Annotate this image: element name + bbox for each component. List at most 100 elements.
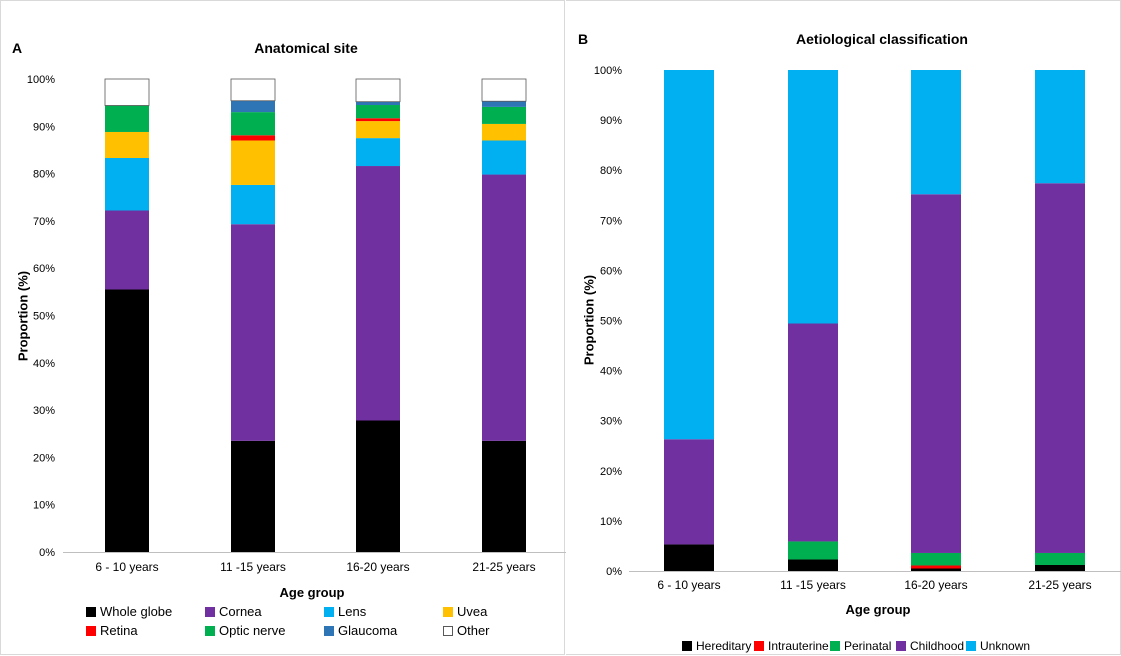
- bar-segment: [355, 78, 401, 103]
- bar-segment: [911, 568, 961, 571]
- legend-swatch: [86, 606, 96, 617]
- bar-segment: [1035, 564, 1085, 571]
- bar-segment: [356, 118, 400, 122]
- chart-panel-b: B Aetiological classification Proportion…: [566, 0, 1121, 655]
- x-tick-label: 11 -15 years: [220, 560, 286, 574]
- bar-segment: [105, 131, 149, 158]
- panel-letter-b: B: [578, 31, 589, 47]
- bar-segment: [356, 420, 400, 552]
- y-tick-label: 40%: [33, 358, 55, 370]
- y-tick-label: 60%: [33, 263, 55, 275]
- legend-label: Childhood: [910, 639, 965, 653]
- bar-segment: [911, 552, 961, 566]
- y-tick-label: 90%: [600, 115, 622, 127]
- x-tick-label: 6 - 10 years: [657, 578, 720, 592]
- legend-label: Optic nerve: [219, 623, 286, 638]
- legend-item: Other: [443, 623, 490, 638]
- legend-label: Hereditary: [696, 639, 752, 653]
- bar-segment: [788, 323, 838, 542]
- legend-item: Glaucoma: [324, 623, 397, 638]
- legend-item: Perinatal: [830, 639, 891, 653]
- chart-plot-a: 0% 10% 20% 30% 40% 50% 60% 70% 80% 90% 100% 6 - 10 …: [27, 74, 566, 574]
- legend-item: Unknown: [966, 639, 1030, 653]
- legend-swatch: [205, 606, 215, 617]
- legend-swatch: [966, 641, 976, 651]
- y-tick-label: 20%: [600, 466, 622, 478]
- bar-segment: [104, 78, 150, 106]
- bar-segment: [105, 289, 149, 552]
- legend-item: Optic nerve: [205, 623, 285, 638]
- legend-label: Glaucoma: [338, 623, 398, 638]
- y-tick-label: 80%: [33, 169, 55, 181]
- bar-segment: [1035, 183, 1085, 553]
- x-tick-label: 16-20 years: [904, 578, 967, 592]
- bar-segment: [788, 541, 838, 560]
- y-tick-label: 50%: [600, 316, 622, 328]
- bar-segment: [356, 121, 400, 139]
- bar-segment: [788, 70, 838, 324]
- bar-segment: [231, 100, 275, 113]
- bar-segment: [356, 166, 400, 421]
- y-tick-label: 100%: [27, 74, 55, 86]
- bar-segment: [481, 78, 527, 102]
- bar-segment: [230, 78, 276, 102]
- bar-segment: [664, 439, 714, 545]
- bar-segment: [231, 184, 275, 225]
- x-tick-label: 6 - 10 years: [95, 560, 158, 574]
- legend-swatch: [754, 641, 764, 651]
- legend-swatch: [443, 625, 453, 636]
- bar-segment: [911, 565, 961, 569]
- bar-segment: [231, 135, 275, 141]
- legend-label: Cornea: [219, 604, 262, 619]
- legend-item: Retina: [86, 623, 138, 638]
- bar-segment: [482, 174, 526, 441]
- bar-segment: [911, 194, 961, 553]
- y-tick-label: 30%: [33, 405, 55, 417]
- legend-item: Childhood: [896, 639, 964, 653]
- legend-item: Intrauterine: [754, 639, 829, 653]
- chart-panel-a: A Anatomical site Proportion (%) Age gro…: [0, 0, 566, 655]
- y-tick-label: 70%: [600, 215, 622, 227]
- legend-label: Uvea: [457, 604, 488, 619]
- x-axis-label-b: Age group: [845, 602, 911, 617]
- legend-swatch: [324, 606, 334, 617]
- bar-segment: [105, 105, 149, 132]
- y-tick-label: 70%: [33, 216, 55, 228]
- bar-segment: [664, 544, 714, 571]
- legend-label: Other: [457, 623, 490, 638]
- y-tick-label: 40%: [600, 366, 622, 378]
- y-tick-label: 80%: [600, 165, 622, 177]
- bar-segment: [482, 101, 526, 107]
- bar-segment: [105, 210, 149, 290]
- y-tick-label: 0%: [39, 547, 55, 559]
- bar-segment: [231, 440, 275, 552]
- legend-item: Uvea: [443, 604, 487, 619]
- legend-swatch: [830, 641, 840, 651]
- y-tick-label: 20%: [33, 452, 55, 464]
- chart-plot-b: 0% 10% 20% 30% 40% 50% 60% 70% 80% 90% 100% 6 - 10 …: [594, 65, 1121, 592]
- x-tick-label: 16-20 years: [346, 560, 409, 574]
- legend-label: Lens: [338, 604, 367, 619]
- legend-label: Intrauterine: [768, 639, 829, 653]
- legend-swatch: [443, 606, 453, 617]
- legend-label: Perinatal: [844, 639, 892, 653]
- legend-item: Whole globe: [86, 604, 172, 619]
- legend-label: Unknown: [980, 639, 1031, 653]
- legend-swatch: [896, 641, 906, 651]
- legend-item: Hereditary: [682, 639, 751, 653]
- x-tick-label: 21-25 years: [472, 560, 535, 574]
- legend-swatch: [682, 641, 692, 651]
- y-tick-label: 50%: [33, 311, 55, 323]
- legend-item: Cornea: [205, 604, 262, 619]
- legend-swatch: [86, 625, 96, 636]
- legend-swatch: [205, 625, 215, 636]
- bar-segment: [356, 101, 400, 106]
- x-axis-label-a: Age group: [279, 585, 345, 600]
- bar-segment: [482, 140, 526, 175]
- legend-swatch: [324, 625, 334, 636]
- x-tick-label: 21-25 years: [1028, 578, 1091, 592]
- bar-segment: [911, 70, 961, 195]
- bar-segment: [356, 105, 400, 119]
- y-tick-label: 60%: [600, 265, 622, 277]
- bar-segment: [1035, 552, 1085, 565]
